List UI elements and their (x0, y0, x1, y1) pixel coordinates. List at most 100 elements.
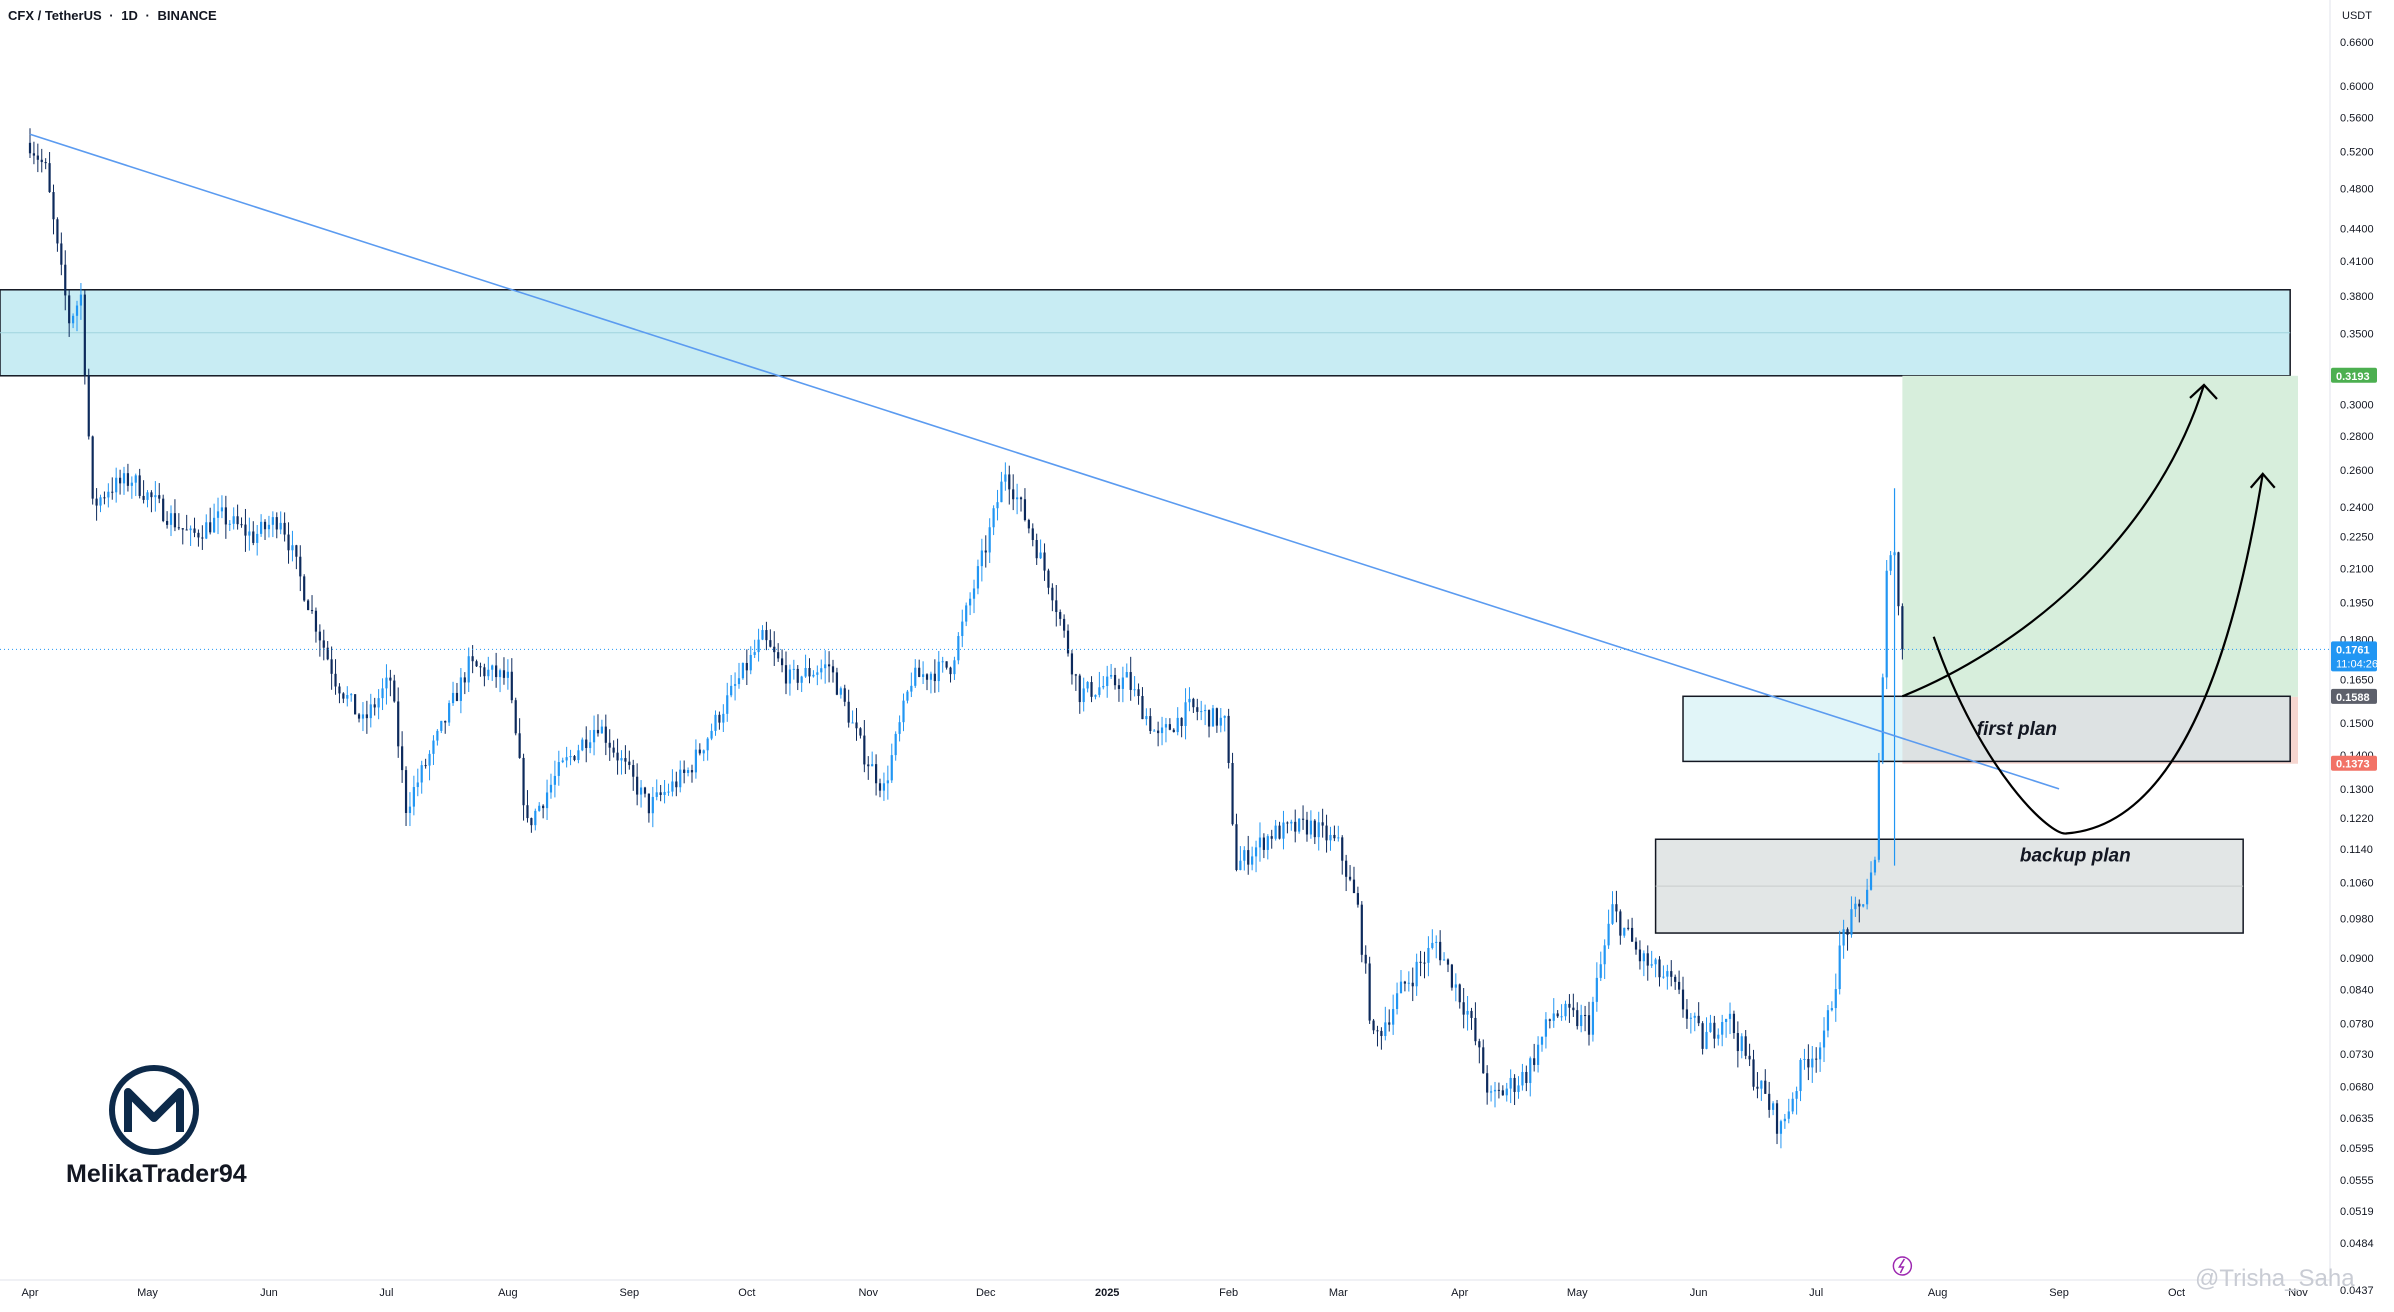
candle (165, 511, 169, 529)
candle (91, 435, 94, 505)
candle (95, 488, 98, 521)
candle (1536, 1036, 1540, 1073)
candle (765, 621, 768, 651)
target-price-tag[interactable] (2331, 367, 2377, 383)
candle-body (894, 733, 897, 756)
candle-body (1705, 1031, 1708, 1049)
candle (1736, 1021, 1739, 1068)
candle-body (1513, 1077, 1516, 1092)
backup-path-arrow[interactable] (1932, 473, 2264, 835)
candle-body (1603, 945, 1606, 965)
candle (330, 646, 333, 690)
candle-body (1196, 707, 1199, 712)
candle-body (36, 155, 39, 160)
candle (820, 659, 823, 680)
candle-body (1102, 686, 1105, 688)
candle-body (216, 511, 220, 518)
candle-body (847, 701, 850, 723)
candle-body (624, 758, 627, 762)
candle-body (1764, 1080, 1767, 1094)
current-price-tag-text: 0.1761 (2336, 644, 2370, 656)
candle (1713, 1015, 1716, 1049)
candle-body (209, 522, 212, 533)
candle-body (933, 673, 936, 682)
candle-body (1850, 909, 1853, 935)
stop-price-tag[interactable] (2331, 755, 2377, 771)
candle (83, 290, 86, 385)
candle-body (83, 294, 86, 376)
header-symbol[interactable]: CFX / TetherUS (8, 8, 102, 23)
x-tick-label: Mar (1329, 1287, 1348, 1299)
candle-body (1435, 941, 1438, 943)
candle-body (1740, 1036, 1743, 1052)
candle-body (267, 524, 271, 530)
candle (1744, 1030, 1747, 1060)
candle (1435, 935, 1438, 959)
candle (1454, 973, 1457, 1002)
candle-body (1180, 717, 1183, 726)
candle (937, 651, 940, 693)
candle-body (1294, 821, 1297, 832)
candle-body (1536, 1044, 1540, 1065)
current-price-tag[interactable] (2331, 641, 2377, 672)
candle-body (1470, 1010, 1473, 1018)
candle (1027, 518, 1030, 534)
candle (894, 731, 897, 761)
candle (404, 766, 408, 827)
candle-body (1031, 528, 1034, 540)
candle-body (463, 677, 466, 683)
candle-body (40, 159, 43, 163)
candle (1160, 716, 1164, 746)
candle-body (1188, 698, 1191, 703)
candle (1317, 811, 1320, 851)
candle-body (1231, 762, 1234, 825)
candle-body (1016, 497, 1019, 500)
candle-body (843, 688, 846, 702)
event-marker-icon[interactable] (1892, 1256, 1913, 1276)
candle-body (773, 646, 776, 653)
candle (510, 658, 513, 704)
candle (1748, 1043, 1751, 1067)
candle-body (303, 576, 306, 601)
candle (1200, 700, 1203, 721)
currency-label[interactable]: USDT (2342, 10, 2372, 22)
candle-body (1360, 904, 1363, 955)
candle (75, 300, 79, 332)
candle-body (471, 656, 474, 662)
candle-body (1693, 1015, 1696, 1018)
target-zone[interactable] (1902, 375, 2298, 697)
candle (1611, 891, 1614, 925)
candle (271, 511, 274, 538)
header-interval[interactable]: 1D (121, 8, 138, 23)
candle-body (1681, 989, 1685, 1010)
descending-trendline[interactable] (29, 133, 2060, 790)
candle (812, 670, 815, 678)
candle (1603, 939, 1606, 980)
candle (138, 468, 141, 499)
chart-header: CFX / TetherUS · 1D · BINANCE (8, 8, 221, 23)
candle-body (377, 698, 380, 708)
candle-body (1858, 903, 1861, 907)
candle (1274, 819, 1277, 841)
candle-body (1627, 927, 1630, 929)
candle-body (1117, 685, 1121, 689)
candle-body (769, 640, 772, 647)
candle (1149, 708, 1152, 734)
candle-body (549, 784, 553, 793)
candle-body (1619, 911, 1622, 936)
entry-price-tag[interactable] (2331, 688, 2377, 704)
candle-body (1826, 1010, 1830, 1031)
candle-body (244, 524, 247, 536)
candle-body (914, 667, 917, 686)
candle-body (1258, 837, 1262, 848)
candle-body (1775, 1103, 1779, 1134)
candle-body (573, 756, 576, 761)
candle-body (1489, 1091, 1493, 1093)
candle-body (600, 726, 603, 734)
candle-body (686, 770, 690, 773)
candle (103, 491, 106, 505)
candle-body (1654, 959, 1657, 965)
candle-body (228, 523, 231, 525)
y-tick-label: 0.4800 (2340, 183, 2374, 195)
candle-body (1008, 474, 1011, 490)
